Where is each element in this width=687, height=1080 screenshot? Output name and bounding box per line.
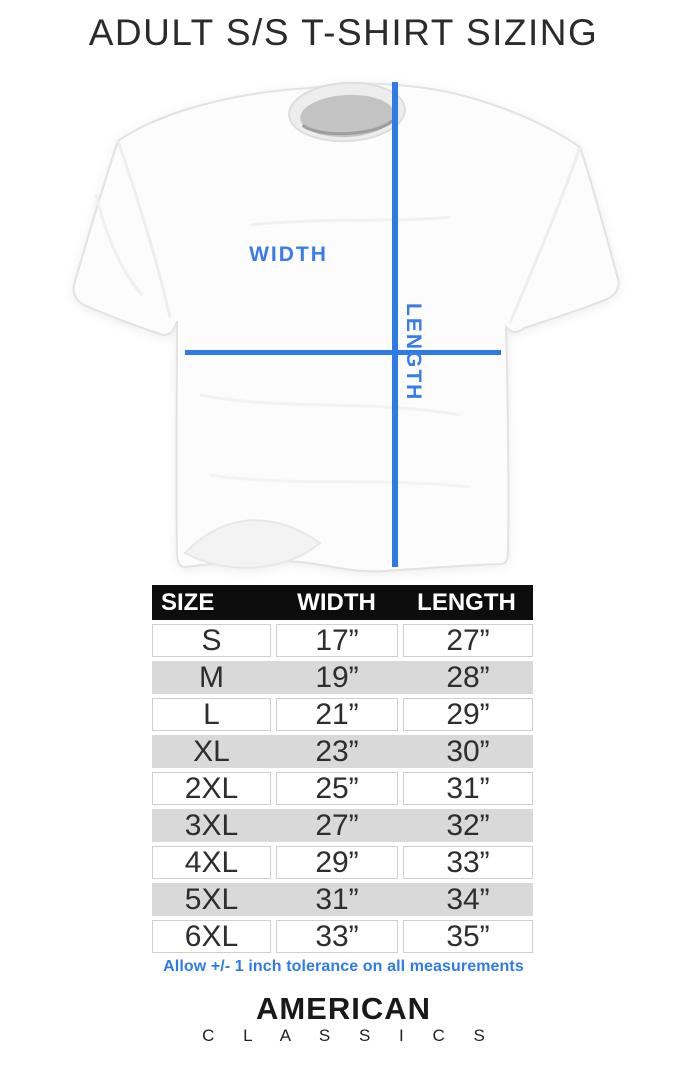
size-cell: 3XL — [184, 809, 239, 842]
table-row: S 17” 27” — [152, 624, 533, 657]
table-row: M 19” 28” — [152, 661, 533, 694]
size-cell: M — [199, 661, 224, 694]
brand-logo: AMERICAN C L A S S I C S — [0, 991, 687, 1046]
width-cell: 27” — [315, 809, 359, 842]
size-cell: 6XL — [152, 920, 271, 953]
size-chart-table: SIZE WIDTH LENGTH S 17” 27” M 19” 28” L … — [152, 585, 533, 957]
size-cell: L — [152, 698, 271, 731]
table-row: 3XL 27” 32” — [152, 809, 533, 842]
size-cell: 5XL — [184, 883, 239, 916]
length-cell: 27” — [403, 624, 533, 657]
size-cell: 2XL — [152, 772, 271, 805]
tolerance-note: Allow +/- 1 inch tolerance on all measur… — [163, 958, 524, 975]
table-row: 6XL 33” 35” — [152, 920, 533, 953]
length-measure-line — [392, 82, 398, 567]
size-cell: S — [152, 624, 271, 657]
width-measure-line — [185, 350, 501, 355]
width-cell: 25” — [276, 772, 398, 805]
width-cell: 17” — [276, 624, 398, 657]
page-title: ADULT S/S T-SHIRT SIZING — [88, 12, 599, 53]
table-row: 5XL 31” 34” — [152, 883, 533, 916]
table-row: 2XL 25” 31” — [152, 772, 533, 805]
header-length: LENGTH — [417, 589, 516, 616]
length-cell: 35” — [403, 920, 533, 953]
width-cell: 23” — [315, 735, 359, 768]
length-cell: 34” — [446, 883, 490, 916]
length-cell: 29” — [403, 698, 533, 731]
brand-name: AMERICAN — [255, 991, 432, 1026]
size-cell: 4XL — [152, 846, 271, 879]
header-width: WIDTH — [297, 589, 376, 616]
length-cell: 31” — [403, 772, 533, 805]
tshirt-illustration — [72, 81, 620, 573]
width-cell: 29” — [276, 846, 398, 879]
length-cell: 28” — [446, 661, 490, 694]
collar — [288, 81, 406, 143]
length-cell: 32” — [446, 809, 490, 842]
width-cell: 21” — [276, 698, 398, 731]
length-cell: 33” — [403, 846, 533, 879]
size-cell: XL — [193, 735, 230, 768]
header-size: SIZE — [161, 589, 215, 616]
table-row: XL 23” 30” — [152, 735, 533, 768]
length-diagram-label: LENGTH — [402, 303, 425, 402]
table-header-row: SIZE WIDTH LENGTH — [152, 585, 533, 620]
table-row: L 21” 29” — [152, 698, 533, 731]
tshirt-measurement-diagram: WIDTH LENGTH — [0, 75, 687, 580]
table-row: 4XL 29” 33” — [152, 846, 533, 879]
width-cell: 33” — [276, 920, 398, 953]
width-cell: 19” — [315, 661, 359, 694]
width-diagram-label: WIDTH — [249, 243, 328, 266]
length-cell: 30” — [446, 735, 490, 768]
brand-subname: C L A S S I C S — [202, 1026, 497, 1045]
width-cell: 31” — [315, 883, 359, 916]
